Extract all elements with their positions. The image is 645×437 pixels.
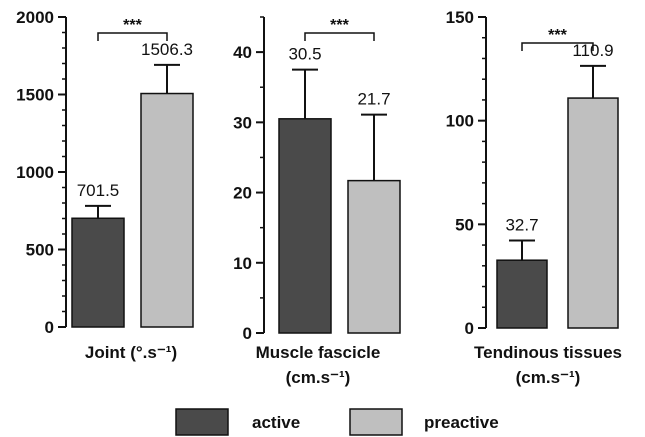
panel-3-tick-label: 50 — [455, 215, 474, 234]
panel-1-bar-active — [71, 217, 125, 328]
panel-2-bar-preactive — [347, 179, 401, 334]
panel-1-tick-label: 0 — [45, 318, 54, 337]
panel-2-significance-bracket — [304, 32, 375, 41]
legend-swatch-preactive — [349, 408, 403, 436]
panel-2-value-label-active: 30.5 — [288, 45, 321, 64]
legend-swatch-active — [175, 408, 229, 436]
panel-2-tick-label: 30 — [233, 113, 252, 132]
panel-3-bar-active — [496, 259, 548, 329]
panel-3-significance-bracket — [521, 42, 594, 51]
panel-3-significance-label: *** — [548, 27, 567, 44]
panel-1-tick-label: 1000 — [16, 163, 54, 182]
panel-1-tick-label: 500 — [26, 241, 54, 260]
legend-label-active: active — [252, 413, 300, 432]
panel-1-significance-label: *** — [123, 17, 142, 34]
panel-2-significance-label: *** — [330, 17, 349, 34]
panel-1-xlabel: Joint (°.s⁻¹) — [85, 343, 177, 362]
panel-3-tick-label: 100 — [446, 112, 474, 131]
panel-1-value-label-active: 701.5 — [77, 181, 120, 200]
panel-3-xlabel-line-1: Tendinous tissues — [474, 343, 622, 362]
panel-3-value-label-active: 32.7 — [505, 216, 538, 235]
panel-1-tick-label: 1500 — [16, 86, 54, 105]
panel-3-tick-label: 0 — [465, 319, 474, 338]
panel-2-value-label-preactive: 21.7 — [357, 90, 390, 109]
panel-2-xlabel-line-2: (cm.s⁻¹) — [286, 368, 351, 387]
panel-2-xlabel-line-1: Muscle fascicle — [256, 343, 381, 362]
panel-1-significance-bracket — [97, 32, 168, 41]
panel-2-tick-label: 10 — [233, 254, 252, 273]
panel-1-bar-preactive — [140, 92, 194, 328]
panel-2-bar-active — [278, 118, 332, 334]
panel-3-xlabel-line-2: (cm.s⁻¹) — [516, 368, 581, 387]
panel-1-value-label-preactive: 1506.3 — [141, 40, 193, 59]
legend-label-preactive: preactive — [424, 413, 499, 432]
panel-2-tick-label: 0 — [243, 324, 252, 343]
panel-3-tick-label: 150 — [446, 8, 474, 27]
panel-3-bar-preactive — [567, 97, 619, 329]
panel-1-tick-label: 2000 — [16, 8, 54, 27]
panel-2-tick-label: 20 — [233, 184, 252, 203]
panel-2-tick-label: 40 — [233, 43, 252, 62]
